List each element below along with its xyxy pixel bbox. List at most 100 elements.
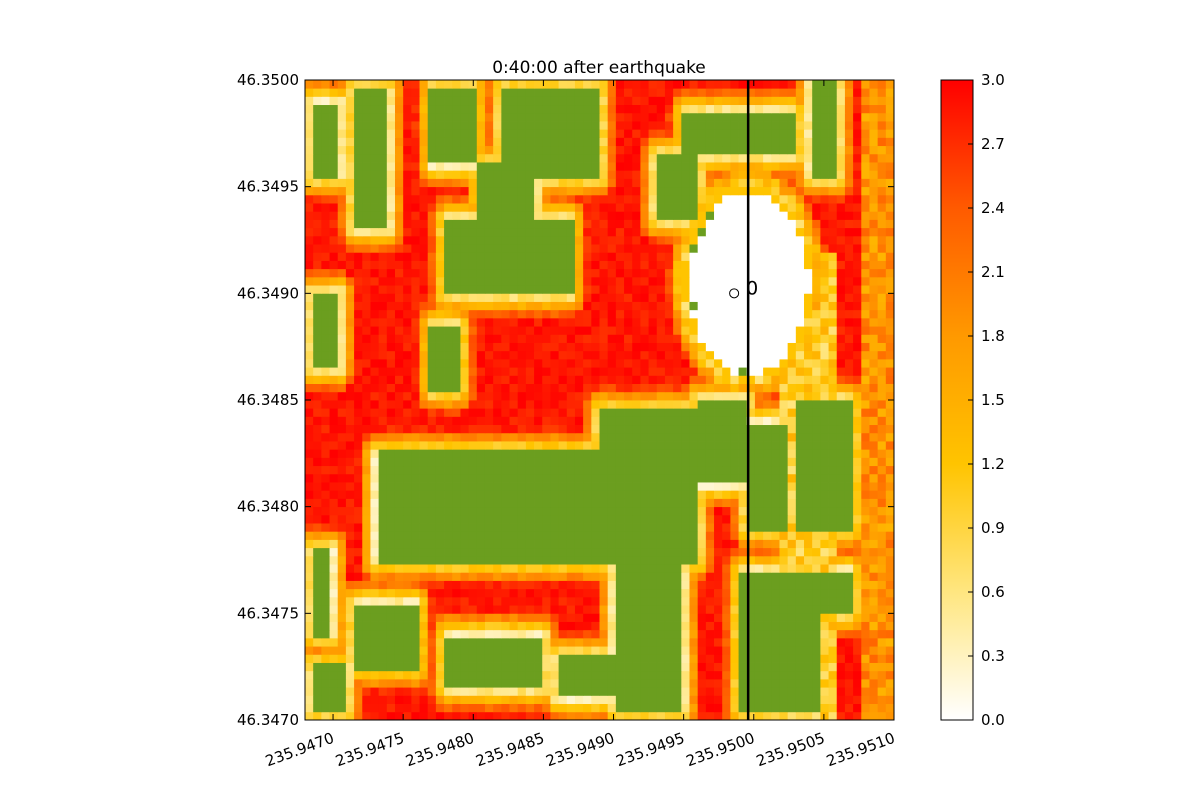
heatmap-cell xyxy=(771,555,780,565)
heatmap-cell xyxy=(869,260,879,270)
heatmap-cell xyxy=(632,457,641,467)
heatmap-cell xyxy=(394,301,404,311)
heatmap-cell xyxy=(722,268,731,278)
heatmap-cell xyxy=(337,523,347,532)
heatmap-cell xyxy=(566,441,576,450)
heatmap-cell xyxy=(853,605,862,614)
heatmap-cell xyxy=(583,391,592,401)
heatmap-cell xyxy=(656,605,666,614)
heatmap-cell xyxy=(427,654,437,663)
heatmap-cell xyxy=(763,235,772,245)
heatmap-cell xyxy=(468,654,478,663)
heatmap-cell xyxy=(624,465,633,475)
heatmap-cell xyxy=(435,309,445,319)
heatmap-cell xyxy=(722,342,731,352)
heatmap-cell xyxy=(574,203,584,212)
heatmap-cell xyxy=(313,482,322,491)
heatmap-cell xyxy=(624,326,633,335)
heatmap-cell xyxy=(550,309,559,319)
heatmap-cell xyxy=(828,309,838,319)
heatmap-cell xyxy=(591,358,600,368)
heatmap-cell xyxy=(624,646,633,655)
heatmap-cell xyxy=(820,678,829,688)
heatmap-cell xyxy=(583,539,592,549)
heatmap-cell xyxy=(648,629,658,639)
heatmap-cell xyxy=(640,293,649,302)
heatmap-cell xyxy=(444,572,453,581)
heatmap-cell xyxy=(468,211,478,220)
heatmap-cell xyxy=(763,194,772,204)
heatmap-cell xyxy=(566,678,576,688)
heatmap-cell xyxy=(754,203,764,212)
heatmap-cell xyxy=(386,432,396,442)
heatmap-cell xyxy=(877,482,887,491)
heatmap-cell xyxy=(885,334,895,343)
heatmap-cell xyxy=(885,539,895,549)
heatmap-cell xyxy=(640,531,649,540)
heatmap-cell xyxy=(689,424,699,434)
heatmap-cell xyxy=(885,227,895,237)
heatmap-cell xyxy=(648,523,658,532)
heatmap-cell xyxy=(804,194,813,204)
heatmap-cell xyxy=(501,646,510,655)
heatmap-cell xyxy=(493,473,502,483)
heatmap-cell xyxy=(673,662,682,672)
heatmap-cell xyxy=(664,605,674,614)
heatmap-cell xyxy=(771,678,780,688)
heatmap-cell xyxy=(861,490,870,499)
heatmap-cell xyxy=(705,482,715,491)
heatmap-cell xyxy=(804,334,813,343)
heatmap-cell xyxy=(820,572,829,581)
heatmap-cell xyxy=(705,637,715,647)
heatmap-cell xyxy=(591,416,600,426)
heatmap-cell xyxy=(419,416,429,426)
heatmap-cell xyxy=(624,227,633,237)
heatmap-cell xyxy=(836,391,846,401)
heatmap-cell xyxy=(550,695,559,704)
heatmap-cell xyxy=(362,572,371,581)
heatmap-cell xyxy=(885,580,895,590)
heatmap-cell xyxy=(362,473,371,483)
heatmap-cell xyxy=(313,441,322,450)
heatmap-cell xyxy=(853,186,862,196)
heatmap-cell xyxy=(722,613,731,622)
heatmap-cell xyxy=(795,375,805,384)
heatmap-cell xyxy=(689,678,699,688)
heatmap-cell xyxy=(624,268,633,278)
heatmap-cell xyxy=(787,539,797,549)
heatmap-cell xyxy=(714,531,723,540)
heatmap-cell xyxy=(746,490,756,499)
heatmap-cell xyxy=(599,613,609,622)
heatmap-cell xyxy=(574,309,584,319)
heatmap-cell xyxy=(337,457,347,467)
heatmap-cell xyxy=(337,268,347,278)
heatmap-cell xyxy=(632,268,641,278)
heatmap-cell xyxy=(427,531,437,540)
heatmap-cell xyxy=(673,342,682,352)
heatmap-cell xyxy=(476,539,486,549)
heatmap-cell xyxy=(435,490,445,499)
heatmap-cell xyxy=(345,293,355,302)
heatmap-cell xyxy=(493,244,502,253)
heatmap-cell xyxy=(427,170,437,179)
heatmap-cell xyxy=(812,678,821,688)
heatmap-cell xyxy=(877,555,887,565)
heatmap-cell xyxy=(771,613,780,622)
heatmap-cell xyxy=(836,235,846,245)
heatmap-cell xyxy=(828,326,838,335)
heatmap-cell xyxy=(656,482,666,491)
heatmap-cell xyxy=(305,695,314,704)
heatmap-cell xyxy=(804,670,813,680)
heatmap-cell xyxy=(378,326,388,335)
heatmap-cell xyxy=(460,482,470,491)
heatmap-cell xyxy=(812,375,821,384)
heatmap-cell xyxy=(697,367,707,376)
heatmap-cell xyxy=(615,227,625,237)
heatmap-cell xyxy=(362,629,371,639)
heatmap-cell xyxy=(337,473,347,483)
heatmap-cell xyxy=(869,334,879,343)
heatmap-cell xyxy=(705,514,715,524)
heatmap-cell xyxy=(591,268,600,278)
heatmap-cell xyxy=(574,662,584,672)
heatmap-cell xyxy=(771,383,780,393)
